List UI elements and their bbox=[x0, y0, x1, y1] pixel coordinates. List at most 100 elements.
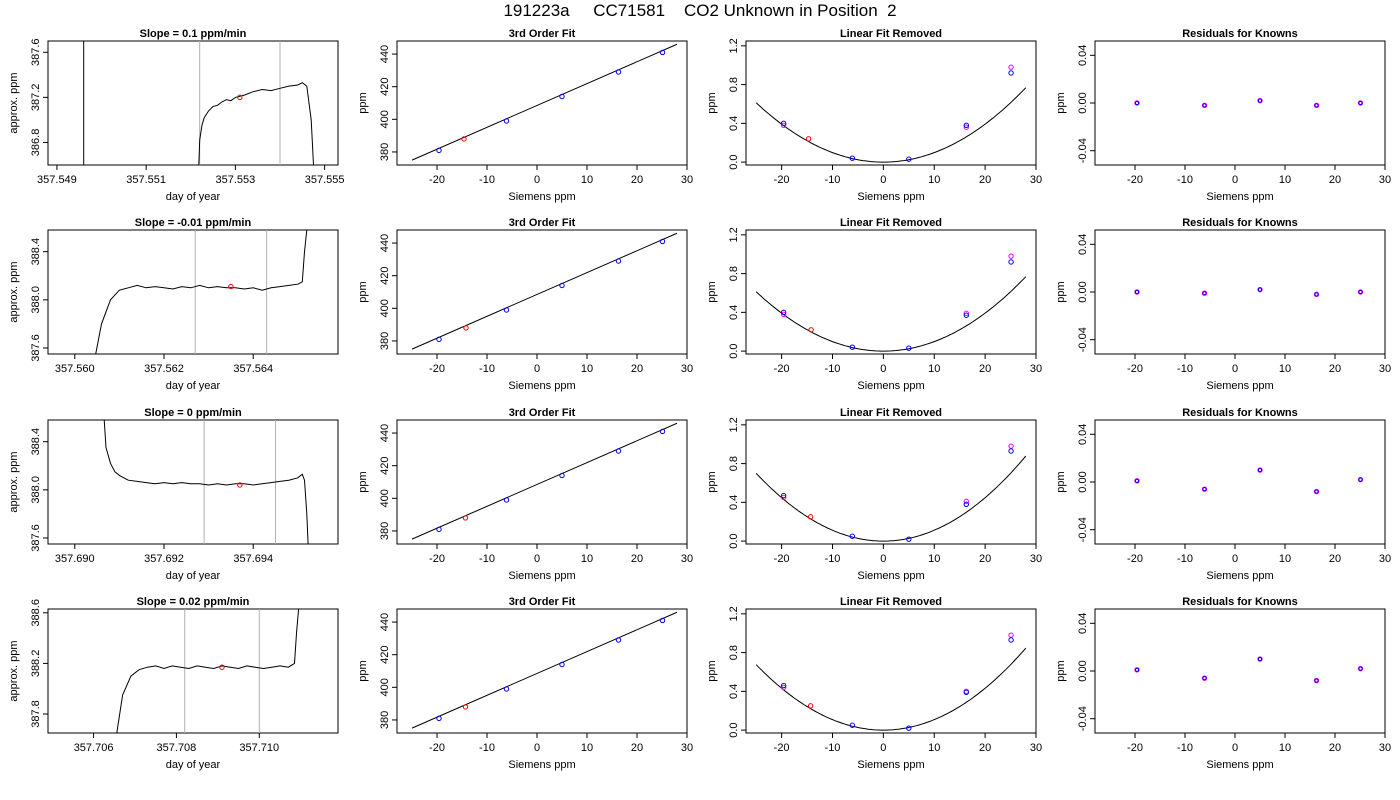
r1-fit-known-point bbox=[559, 282, 565, 289]
r2-fit-ytick-label: 380 bbox=[379, 522, 391, 540]
r3-linres-xtick-label: 20 bbox=[979, 742, 991, 754]
r1-linres-xtick-label: -20 bbox=[774, 363, 790, 375]
r2-fit-known-point bbox=[559, 472, 565, 479]
r3-time-xtick-label: 357.708 bbox=[157, 742, 197, 754]
r0-fit-xtick-label: -10 bbox=[479, 174, 495, 186]
r0-resid-ytick-label: -0.04 bbox=[1077, 138, 1089, 163]
r0-fit-known-point bbox=[559, 93, 565, 100]
r1-linres-ytick-label: 0.4 bbox=[728, 305, 740, 320]
r2-time-title: Slope = 0 ppm/min bbox=[144, 407, 242, 419]
r3-resid-residual-point bbox=[1134, 667, 1140, 672]
r1-fit-xlabel: Siemens ppm bbox=[508, 380, 575, 392]
r3-time-ylabel: approx. ppm bbox=[8, 640, 20, 701]
r3-linres-title: Linear Fit Removed bbox=[840, 596, 942, 608]
r0-resid-residual-point bbox=[1257, 98, 1263, 103]
r3-resid-xtick-label: 20 bbox=[1329, 742, 1341, 754]
r0-resid-residual-outer-point bbox=[1134, 100, 1140, 106]
r2-resid-residual-point bbox=[1134, 478, 1140, 483]
r3-linres-known-point bbox=[963, 689, 969, 696]
r0-fit-ytick-label: 420 bbox=[379, 78, 391, 96]
r2-linres-ylabel: ppm bbox=[706, 471, 718, 492]
r1-time-xlabel: day of year bbox=[166, 380, 221, 392]
r2-time-plot-frame bbox=[47, 419, 339, 545]
r1-time-ylabel: approx. ppm bbox=[8, 261, 20, 322]
r2-time-trace-line bbox=[103, 420, 309, 544]
r3-fit-unknown-point bbox=[462, 704, 469, 710]
r3-linres-plot-frame bbox=[745, 608, 1037, 734]
r1-resid-residual-outer-point bbox=[1257, 286, 1263, 293]
r1-resid-residual-outer-point bbox=[1201, 290, 1208, 296]
r0-linres-xtick-label: 20 bbox=[979, 174, 991, 186]
r0-time-ytick-label: 387.2 bbox=[30, 84, 42, 112]
r0-linres-known-point bbox=[1008, 70, 1014, 76]
r0-time-ylabel: approx. ppm bbox=[8, 72, 20, 133]
r0-fit-ytick-label: 380 bbox=[379, 143, 391, 161]
r1-fit-unknown-point bbox=[463, 325, 469, 331]
r1-time-ytick-label: 388.4 bbox=[30, 238, 42, 266]
r1-time-trace-line bbox=[95, 230, 308, 354]
r2-linres-xtick-label: 30 bbox=[1030, 553, 1042, 565]
r3-resid-xtick-label: 30 bbox=[1379, 742, 1391, 754]
r1-fit-ytick-label: 440 bbox=[379, 234, 391, 252]
r0-time-xtick-label: 357.549 bbox=[37, 174, 77, 186]
r0-time-ytick-label: 387.6 bbox=[30, 39, 42, 67]
r3-time-plot-frame bbox=[47, 608, 339, 734]
r0-time-xtick-label: 357.553 bbox=[216, 174, 256, 186]
r3-linres-known-point bbox=[780, 682, 787, 689]
r1-fit-known-point bbox=[659, 238, 666, 245]
r3-resid-residual-outer-point bbox=[1257, 656, 1263, 662]
r3-resid-ytick-label: 0.04 bbox=[1077, 613, 1089, 634]
r3-time-ytick-label: 388.2 bbox=[30, 650, 42, 678]
r0-fit-fit-line bbox=[411, 43, 678, 161]
r3-fit-xtick-label: 20 bbox=[631, 742, 643, 754]
r0-fit-known-point bbox=[503, 118, 510, 124]
r2-fit-plot-frame bbox=[396, 419, 688, 545]
r2-linres-curve-line bbox=[755, 455, 1027, 542]
r0-fit-ytick-label: 400 bbox=[379, 110, 391, 128]
r2-fit-known-point bbox=[503, 497, 510, 503]
r3-time-xtick-label: 357.706 bbox=[74, 742, 114, 754]
r1-resid-xtick-label: -10 bbox=[1177, 363, 1193, 375]
r3-linres-xtick-label: 30 bbox=[1030, 742, 1042, 754]
r2-fit-known-point bbox=[659, 428, 666, 435]
r0-linres-xtick-label: 10 bbox=[928, 174, 940, 186]
r2-linres-known-point bbox=[906, 536, 912, 542]
r0-fit-ylabel: ppm bbox=[357, 92, 369, 113]
r1-fit-xtick-label: -10 bbox=[479, 363, 495, 375]
r0-time-xtick-label: 357.555 bbox=[305, 174, 345, 186]
r0-fit-xtick-label: -20 bbox=[429, 174, 445, 186]
r0-linres-ytick-label: 0.8 bbox=[728, 77, 740, 92]
r2-linres-xlabel: Siemens ppm bbox=[857, 570, 924, 582]
r0-fit-xtick-label: 10 bbox=[581, 174, 593, 186]
r2-resid-residual-outer-point bbox=[1313, 488, 1320, 495]
r2-resid-xtick-label: 0 bbox=[1232, 553, 1238, 565]
r1-resid-ylabel: ppm bbox=[1055, 281, 1067, 302]
r2-resid-xtick-label: -10 bbox=[1177, 553, 1193, 565]
r1-linres-known-point bbox=[849, 344, 856, 350]
r3-fit-ytick-label: 400 bbox=[379, 678, 391, 696]
r3-fit-known-point bbox=[503, 686, 510, 692]
r2-resid-xtick-label: -20 bbox=[1127, 553, 1143, 565]
r1-fit-ytick-label: 400 bbox=[379, 299, 391, 317]
r3-fit-ylabel: ppm bbox=[357, 660, 369, 681]
r0-resid-residual-outer-point bbox=[1357, 100, 1364, 106]
r1-fit-ylabel: ppm bbox=[357, 281, 369, 302]
r0-fit-xtick-label: 30 bbox=[681, 174, 693, 186]
r0-time-ytick-label: 386.8 bbox=[30, 129, 42, 157]
r2-time-xtick-label: 357.692 bbox=[144, 553, 184, 565]
r1-linres-ytick-label: 0.0 bbox=[728, 343, 740, 358]
r0-resid-residual-point bbox=[1358, 100, 1363, 106]
r3-fit-ytick-label: 440 bbox=[379, 613, 391, 631]
r3-resid-ytick-label: 0.00 bbox=[1077, 660, 1089, 681]
r1-time-unknown-point bbox=[228, 283, 234, 290]
r3-time-ytick-label: 388.6 bbox=[30, 599, 42, 627]
r1-resid-residual-outer-point bbox=[1313, 291, 1320, 298]
r3-linres-xtick-label: -20 bbox=[774, 742, 790, 754]
r3-fit-known-point bbox=[559, 661, 565, 668]
r0-resid-ytick-label: 0.00 bbox=[1077, 92, 1089, 113]
r2-fit-unknown-point bbox=[462, 515, 469, 521]
r2-resid-residual-outer-point bbox=[1201, 486, 1208, 492]
r3-resid-residual-outer-point bbox=[1313, 677, 1320, 684]
r1-fit-fit-line bbox=[411, 232, 678, 350]
r0-linres-ytick-label: 0.0 bbox=[728, 154, 740, 169]
